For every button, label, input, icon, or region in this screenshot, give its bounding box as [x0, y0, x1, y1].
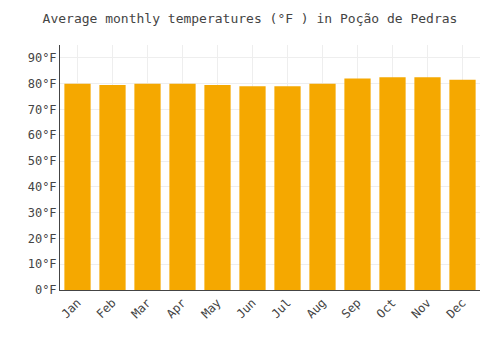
svg-text:50°F: 50°F	[28, 154, 57, 168]
svg-text:Nov: Nov	[409, 296, 434, 321]
svg-text:10°F: 10°F	[28, 257, 57, 271]
svg-text:Jun: Jun	[234, 296, 259, 321]
svg-text:60°F: 60°F	[28, 128, 57, 142]
svg-text:30°F: 30°F	[28, 206, 57, 220]
svg-text:20°F: 20°F	[28, 232, 57, 246]
svg-text:40°F: 40°F	[28, 180, 57, 194]
svg-text:80°F: 80°F	[28, 77, 57, 91]
svg-text:Mar: Mar	[129, 296, 154, 321]
svg-text:Feb: Feb	[94, 296, 119, 321]
svg-text:Jan: Jan	[59, 296, 84, 321]
svg-text:Apr: Apr	[164, 296, 189, 321]
svg-text:Jul: Jul	[269, 296, 294, 321]
svg-text:0°F: 0°F	[35, 283, 57, 297]
svg-text:70°F: 70°F	[28, 103, 57, 117]
svg-text:Sep: Sep	[339, 296, 364, 321]
svg-text:May: May	[199, 296, 224, 321]
svg-text:90°F: 90°F	[28, 51, 57, 65]
svg-text:Average monthly temperatures (: Average monthly temperatures (°F ) in Po…	[43, 11, 458, 26]
svg-text:Oct: Oct	[374, 296, 399, 321]
svg-text:Dec: Dec	[444, 296, 469, 321]
svg-text:Aug: Aug	[304, 296, 329, 321]
